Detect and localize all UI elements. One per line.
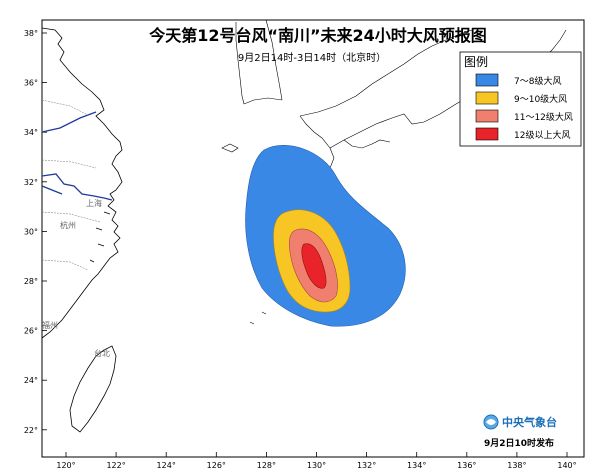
lon-tick-label: 126° bbox=[207, 461, 226, 470]
legend-swatch bbox=[475, 73, 499, 87]
lat-tick-label: 22° bbox=[24, 426, 38, 435]
legend-title: 图例 bbox=[464, 55, 488, 69]
place-label-hangzhou: 杭州 bbox=[60, 220, 76, 230]
agency-logo: 中央气象台 bbox=[483, 414, 557, 430]
lon-tick-label: 128° bbox=[257, 461, 276, 470]
lon-tick-label: 124° bbox=[157, 461, 176, 470]
lat-tick-label: 32° bbox=[24, 178, 38, 187]
lon-tick-label: 138° bbox=[507, 461, 526, 470]
lat-tick-label: 30° bbox=[24, 227, 38, 236]
coordinate-ticks: 120° 122° 124° 126° 128° 130° 132° 134° 136° 138°… bbox=[24, 29, 577, 470]
legend-item-label: 9～10级大风 bbox=[514, 93, 567, 105]
place-label-fuzhou: 福州 bbox=[42, 321, 58, 330]
issue-time: 9月2日10时发布 bbox=[484, 437, 554, 449]
legend-item-label: 12级以上大风 bbox=[514, 129, 570, 141]
map-subtitle: 9月2日14时-3日14时（北京时） bbox=[238, 51, 386, 64]
lat-tick-label: 36° bbox=[24, 79, 38, 88]
lon-tick-label: 132° bbox=[357, 461, 376, 470]
china-coast bbox=[41, 27, 123, 339]
lat-tick-label: 24° bbox=[24, 376, 38, 385]
legend-item-label: 11～12级大风 bbox=[514, 111, 573, 123]
map-title: 今天第12号台风“南川”未来24小时大风预报图 bbox=[148, 26, 487, 45]
lat-tick-label: 28° bbox=[24, 277, 38, 286]
legend-swatch bbox=[475, 91, 499, 105]
place-label-shanghai: 上海 bbox=[86, 198, 102, 208]
lat-tick-label: 38° bbox=[24, 29, 38, 38]
legend-swatch bbox=[475, 127, 499, 141]
lon-tick-label: 120° bbox=[56, 461, 75, 470]
lat-tick-label: 26° bbox=[24, 327, 38, 336]
korea-coast bbox=[221, 19, 283, 153]
wind-zones bbox=[245, 145, 406, 327]
lon-tick-label: 130° bbox=[307, 461, 326, 470]
legend-swatch bbox=[475, 109, 499, 123]
lon-tick-label: 140° bbox=[557, 461, 576, 470]
agency-name: 中央气象台 bbox=[502, 415, 557, 429]
lon-tick-label: 136° bbox=[457, 461, 476, 470]
place-label-taipei: 台北 bbox=[94, 348, 110, 358]
lon-tick-label: 134° bbox=[407, 461, 426, 470]
taiwan-coast bbox=[69, 345, 117, 433]
lon-tick-label: 122° bbox=[106, 461, 125, 470]
legend: 图例 7～8级大风 9～10级大风 11～12级大风 12级以上大风 bbox=[459, 51, 582, 147]
lat-tick-label: 34° bbox=[24, 128, 38, 137]
legend-item-label: 7～8级大风 bbox=[514, 75, 561, 87]
province-borders bbox=[41, 99, 101, 271]
wind-zone-12-plus bbox=[301, 243, 327, 289]
